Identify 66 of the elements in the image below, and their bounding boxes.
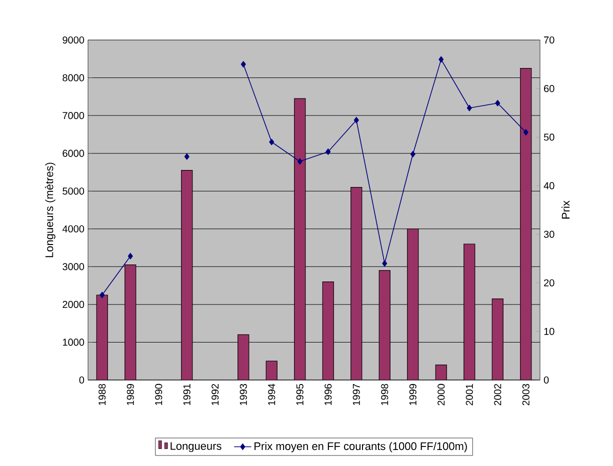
point [128,252,133,260]
y2-tick-label: 10 [544,328,554,335]
point [100,292,105,298]
legend-label: Longueurs [170,442,222,452]
y-tick-label: 9000 [62,36,84,44]
bar [96,294,108,380]
point [495,100,500,106]
bar [407,228,419,380]
bar [238,334,250,380]
y-tick-label: 8000 [62,74,84,82]
x-tick-label: 2001 [466,384,473,406]
y-tick-label: 2000 [62,300,84,308]
y2-tick-label: 50 [544,134,554,141]
x-tick-label: 1993 [240,384,247,406]
x-tick-label: 1994 [268,384,276,406]
y2-axis-title: Prix [562,200,570,219]
bar [492,298,504,380]
y2-tick-label: 30 [544,230,554,238]
point [523,129,528,136]
point [354,116,359,124]
point [326,148,331,155]
x-tick-label: 1990 [155,384,162,406]
y-tick-label: 5000 [62,188,84,195]
x-tick-label: 2000 [438,384,445,406]
y-tick-label: 1000 [62,338,84,346]
x-tick-label: 1995 [296,384,304,406]
y-tick-label: 7000 [62,112,84,120]
x-tick-label: 1991 [183,384,190,406]
x-tick-label: 1999 [409,384,416,406]
bar [435,364,447,380]
bar [294,98,306,380]
point [240,61,246,68]
y2-tick-label: 0 [544,376,549,384]
bar [350,187,362,380]
point [269,138,274,146]
y2-tick-label: 70 [544,36,554,44]
point [410,150,416,158]
bar [266,360,278,380]
x-tick-label: 1988 [98,384,106,406]
x-tick-label: 1998 [381,384,388,406]
point [382,260,388,267]
point [297,158,302,165]
bar [322,281,334,380]
x-tick-label: 1997 [352,384,360,406]
bar [181,170,193,380]
x-tick-label: 1992 [212,384,219,406]
y-axis-title: Longueurs (mètres) [44,162,56,258]
y2-tick-label: 40 [544,182,554,190]
y-tick-label: 3000 [62,263,84,270]
legend-label: Prix moyen en FF courants (1000 FF/100m) [254,442,467,452]
y2-tick-label: 20 [544,279,554,286]
y-tick-label: 6000 [62,150,84,157]
point [184,153,190,160]
y-tick-label: 4000 [62,225,84,232]
bar [378,270,390,380]
bar [520,68,532,380]
y2-tick-label: 60 [544,85,554,92]
x-tick-label: 2003 [522,384,530,406]
bar [464,244,476,380]
x-tick-label: 2002 [494,384,502,406]
y-tick-label: 0 [79,376,84,384]
x-tick-label: 1989 [126,384,134,406]
x-tick-label: 1996 [324,384,332,406]
bar [124,264,136,380]
point [466,104,472,112]
point [438,56,444,63]
